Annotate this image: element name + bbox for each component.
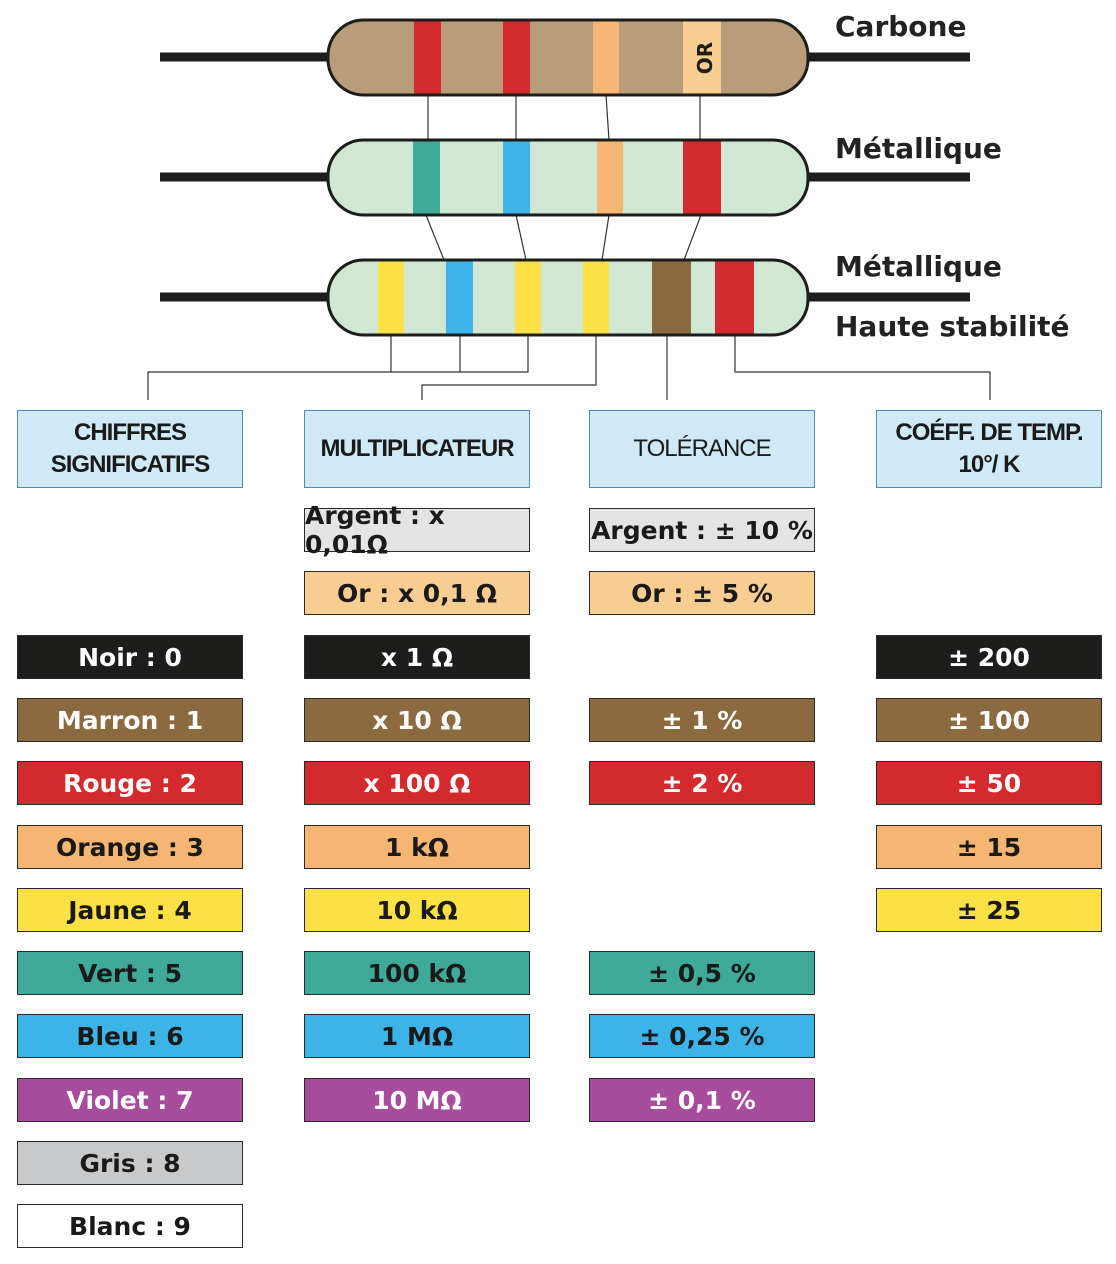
haute-band-rouge [715, 260, 754, 335]
carbone-band-orange [593, 20, 619, 95]
header-chiffres-significatifs: CHIFFRES SIGNIFICATIFS [17, 410, 243, 488]
metallique-band-vert [413, 140, 440, 215]
cell-multiplicateur-bleu: 1 MΩ [304, 1014, 530, 1058]
haute-band-bleu [446, 260, 473, 335]
cell-coeff-marron: ± 100 [876, 698, 1102, 742]
haute-band-jaune [378, 260, 404, 335]
cell-multiplicateur-orange: 1 kΩ [304, 825, 530, 869]
metallique-resistor [328, 140, 808, 215]
carbone-band-or [683, 20, 721, 95]
connector-line [425, 214, 445, 261]
cell-multiplicateur-violet: 10 MΩ [304, 1078, 530, 1122]
metallique-body [328, 140, 808, 215]
coeff-bracket [734, 335, 991, 400]
header-multiplicateur: MULTIPLICATEUR [304, 410, 530, 488]
metallique-outline [326, 138, 810, 217]
carbone-outline [326, 18, 810, 97]
cell-tolerance-bleu: ± 0,25 % [589, 1014, 815, 1058]
header-coeff-text: COÉFF. DE TEMP. 10°/ K [895, 419, 1083, 478]
cell-tolerance-or: Or : ± 5 % [589, 571, 815, 615]
resistor-drawings: OR [147, 18, 991, 400]
cell-chiffres-rouge: Rouge : 2 [17, 761, 243, 805]
or-mark-label: OR [693, 42, 717, 74]
cell-multiplicateur-rouge: x 100 Ω [304, 761, 530, 805]
cell-multiplicateur-noir: x 1 Ω [304, 635, 530, 679]
carbone-band-rouge [414, 20, 441, 95]
haute-band-jaune [515, 260, 541, 335]
cell-multiplicateur-vert: 100 kΩ [304, 951, 530, 995]
metallique-band-orange [597, 140, 623, 215]
connector-line [605, 94, 610, 141]
cell-coeff-noir: ± 200 [876, 635, 1102, 679]
cell-tolerance-rouge: ± 2 % [589, 761, 815, 805]
chiffres-bracket [391, 335, 529, 373]
metallique-band-rouge [683, 140, 721, 215]
multiplicateur-bracket [421, 335, 597, 400]
cell-coeff-jaune: ± 25 [876, 888, 1102, 932]
header-chiffres-text: CHIFFRES SIGNIFICATIFS [50, 419, 211, 478]
carbone-resistor [328, 20, 808, 95]
cell-chiffres-vert: Vert : 5 [17, 951, 243, 995]
header-coeff-temp: COÉFF. DE TEMP. 10°/ K [876, 410, 1102, 488]
cell-chiffres-jaune: Jaune : 4 [17, 888, 243, 932]
connector-line [601, 214, 610, 261]
cell-multiplicateur-marron: x 10 Ω [304, 698, 530, 742]
cell-coeff-rouge: ± 50 [876, 761, 1102, 805]
cell-tolerance-vert: ± 0,5 % [589, 951, 815, 995]
haute-stabilite-resistor [328, 260, 808, 335]
cell-multiplicateur-jaune: 10 kΩ [304, 888, 530, 932]
label-metallique-2: Métallique [835, 250, 1002, 283]
label-metallique: Métallique [835, 132, 1002, 165]
cell-chiffres-violet: Violet : 7 [17, 1078, 243, 1122]
cell-chiffres-noir: Noir : 0 [17, 635, 243, 679]
connector-line [683, 214, 702, 261]
band-connector-lines [147, 94, 991, 400]
label-carbone: Carbone [835, 10, 967, 43]
cell-coeff-orange: ± 15 [876, 825, 1102, 869]
cell-tolerance-violet: ± 0,1 % [589, 1078, 815, 1122]
metallique-band-bleu [503, 140, 530, 215]
cell-chiffres-marron: Marron : 1 [17, 698, 243, 742]
cell-tolerance-argent: Argent : ± 10 % [589, 508, 815, 552]
haute-band-marron [652, 260, 691, 335]
cell-tolerance-marron: ± 1 % [589, 698, 815, 742]
cell-chiffres-blanc: Blanc : 9 [17, 1204, 243, 1248]
carbone-body [328, 20, 808, 95]
cell-multiplicateur-argent: Argent : x 0,01Ω [304, 501, 530, 559]
label-haute-stabilite: Haute stabilité [835, 310, 1070, 343]
header-multiplicateur-text: MULTIPLICATEUR [320, 435, 514, 462]
cell-chiffres-orange: Orange : 3 [17, 825, 243, 869]
haute-stabilite-outline [326, 258, 810, 337]
carbone-band-rouge [503, 20, 530, 95]
cell-chiffres-bleu: Bleu : 6 [17, 1014, 243, 1058]
cell-multiplicateur-or: Or : x 0,1 Ω [304, 571, 530, 615]
haute-band-jaune [583, 260, 609, 335]
connector-line [515, 214, 527, 261]
cell-chiffres-gris: Gris : 8 [17, 1141, 243, 1185]
header-tolerance: TOLÉRANCE [589, 410, 815, 488]
header-tolerance-text: TOLÉRANCE [633, 435, 771, 462]
chiffres-bracket [147, 335, 392, 400]
